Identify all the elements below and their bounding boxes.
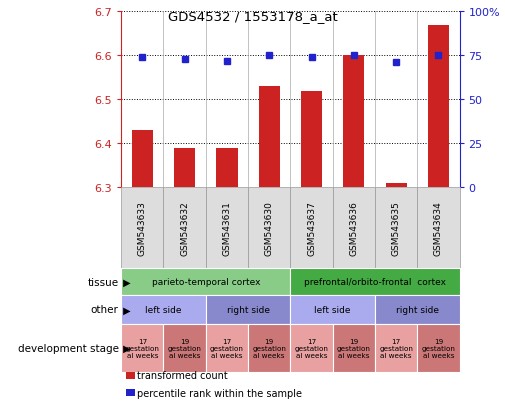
Text: GSM543637: GSM543637	[307, 201, 316, 256]
Text: right side: right side	[227, 305, 270, 314]
Text: GSM543636: GSM543636	[349, 201, 359, 256]
Text: GSM543634: GSM543634	[434, 201, 443, 256]
Text: 17
gestation
al weeks: 17 gestation al weeks	[294, 338, 328, 358]
Text: other: other	[91, 305, 119, 315]
Bar	[385, 183, 407, 188]
Text: ▶: ▶	[120, 277, 130, 287]
Bar	[216, 148, 237, 188]
Bar	[132, 131, 153, 188]
Text: GSM543632: GSM543632	[180, 201, 189, 256]
Text: GSM543630: GSM543630	[265, 201, 274, 256]
Bar	[259, 87, 280, 188]
Text: development stage: development stage	[18, 343, 119, 353]
Text: left side: left side	[315, 305, 351, 314]
Bar	[343, 56, 365, 188]
Text: GSM543633: GSM543633	[138, 201, 147, 256]
Text: 19
gestation
al weeks: 19 gestation al weeks	[252, 338, 286, 358]
Text: 19
gestation
al weeks: 19 gestation al weeks	[422, 338, 456, 358]
Text: 17
gestation
al weeks: 17 gestation al weeks	[125, 338, 159, 358]
Text: 19
gestation
al weeks: 19 gestation al weeks	[168, 338, 201, 358]
Text: GDS4532 / 1553178_a_at: GDS4532 / 1553178_a_at	[168, 10, 337, 23]
Text: transformed count: transformed count	[137, 370, 228, 380]
Text: left side: left side	[145, 305, 182, 314]
Text: parieto-temporal cortex: parieto-temporal cortex	[152, 278, 260, 286]
Text: tissue: tissue	[87, 277, 119, 287]
Text: ▶: ▶	[120, 305, 130, 315]
Text: 19
gestation
al weeks: 19 gestation al weeks	[337, 338, 371, 358]
Bar	[428, 26, 449, 188]
Text: prefrontal/orbito-frontal  cortex: prefrontal/orbito-frontal cortex	[304, 278, 446, 286]
Bar	[301, 91, 322, 188]
Text: ▶: ▶	[120, 343, 130, 353]
Text: GSM543635: GSM543635	[391, 201, 400, 256]
Bar	[174, 148, 195, 188]
Text: GSM543631: GSM543631	[222, 201, 231, 256]
Text: percentile rank within the sample: percentile rank within the sample	[137, 388, 302, 398]
Text: 17
gestation
al weeks: 17 gestation al weeks	[210, 338, 244, 358]
Text: right side: right side	[396, 305, 439, 314]
Text: 17
gestation
al weeks: 17 gestation al weeks	[379, 338, 413, 358]
